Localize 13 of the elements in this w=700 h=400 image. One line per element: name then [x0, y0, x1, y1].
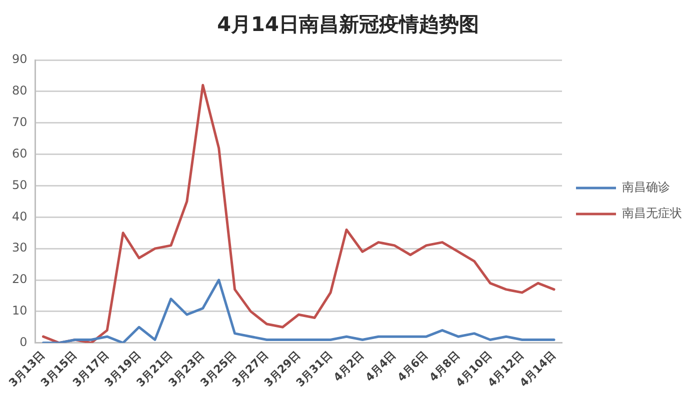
y-tick-label: 70 — [12, 114, 28, 129]
y-tick-label: 60 — [12, 146, 28, 160]
legend-label: 南昌确诊 — [622, 180, 670, 194]
y-tick-label: 0 — [20, 335, 28, 349]
y-tick-label: 90 — [12, 52, 28, 66]
legend-label: 南昌无症状 — [622, 206, 682, 220]
y-tick-label: 40 — [12, 209, 28, 224]
y-tick-label: 30 — [12, 240, 28, 255]
y-tick-label: 10 — [12, 304, 28, 318]
y-tick-label: 50 — [12, 178, 28, 192]
chart-title: 4月14日南昌新冠疫情趋势图 — [217, 12, 479, 36]
y-tick-label: 80 — [12, 84, 28, 98]
y-tick-label: 20 — [12, 272, 28, 286]
